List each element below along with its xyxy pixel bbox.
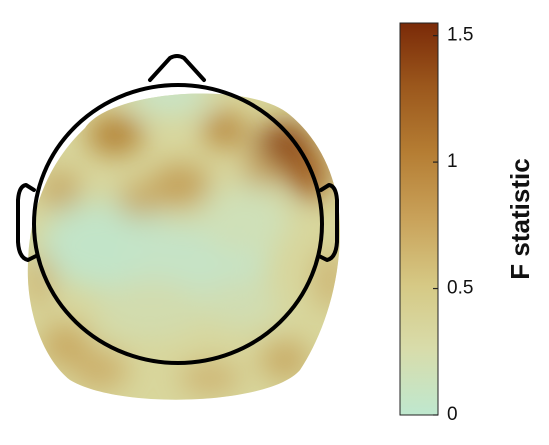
scalp-map <box>27 93 340 400</box>
head-outline <box>16 54 339 365</box>
colorbar-tick-label: 1.5 <box>447 25 473 46</box>
colorbar-tick-label: 0 <box>447 404 458 425</box>
colorbar: 0 0.5 1 1.5 F statistic <box>399 22 535 425</box>
colorbar-tick-label: 1 <box>447 151 458 172</box>
colorbar-label: F statistic <box>505 158 535 279</box>
head-circle <box>32 83 324 365</box>
colorbar-gradient <box>399 22 439 416</box>
colorbar-tick-label: 0.5 <box>447 278 473 299</box>
right-ear-outline <box>317 183 339 262</box>
scalp-map-blobs <box>27 93 340 394</box>
colorbar-ticks: 0 0.5 1 1.5 <box>433 25 473 425</box>
nose-outline <box>148 54 206 82</box>
left-ear-outline <box>16 183 38 262</box>
